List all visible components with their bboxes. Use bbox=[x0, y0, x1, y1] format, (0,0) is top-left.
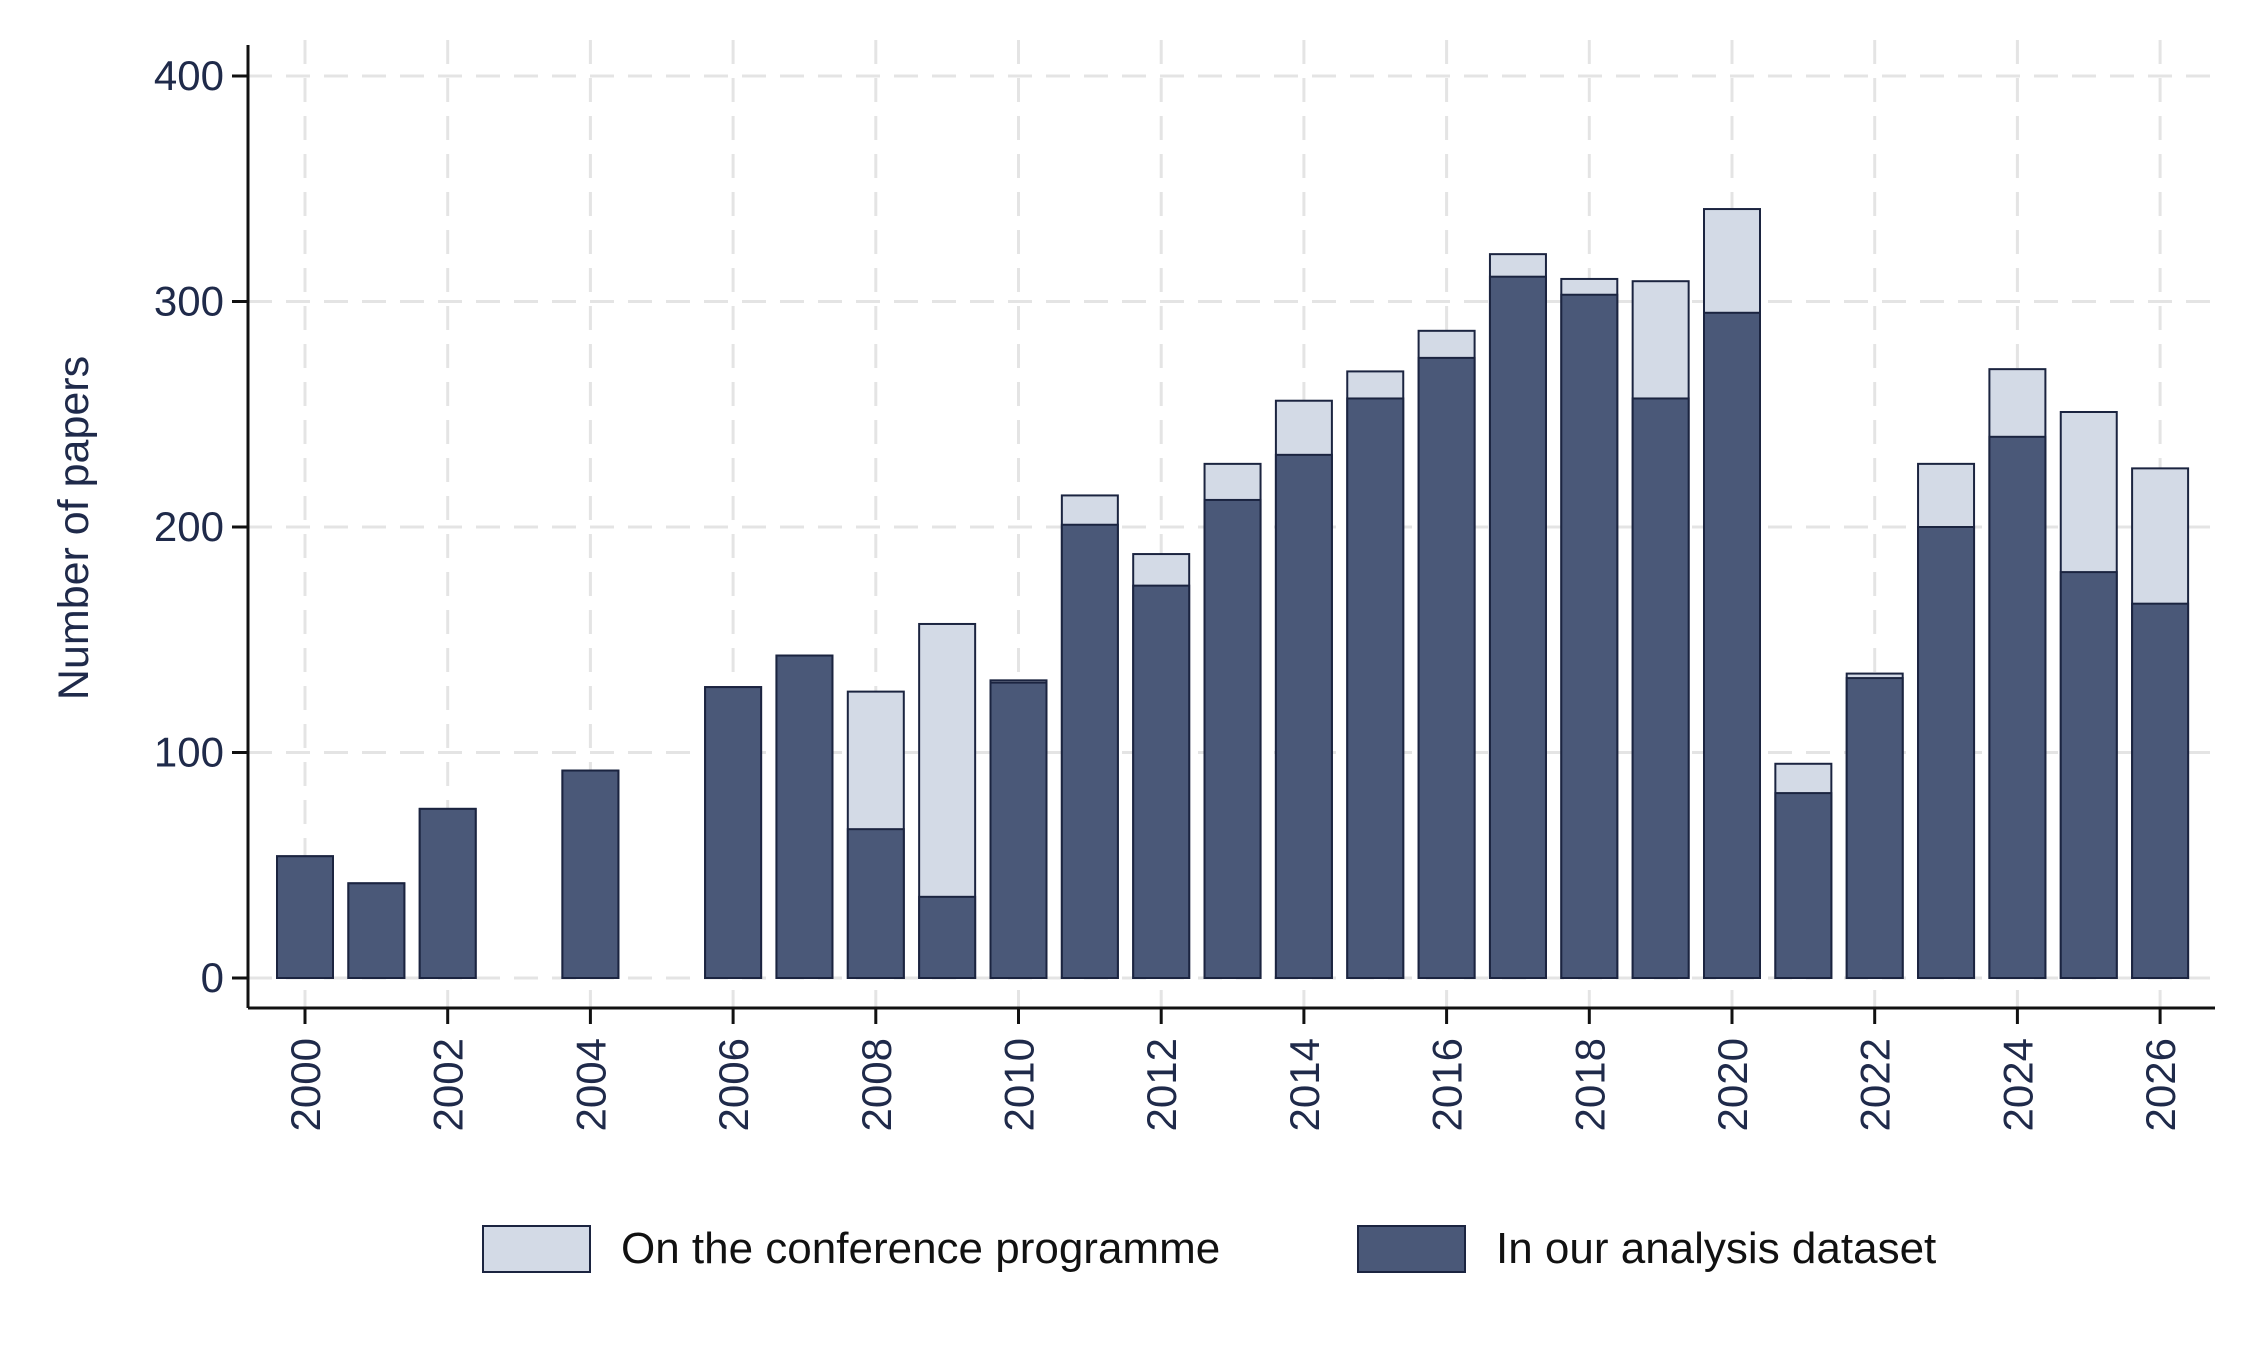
legend: On the conference programme In our analys… bbox=[482, 1224, 1936, 1273]
dataset-bar bbox=[989, 681, 1048, 979]
y-tick-label: 400 bbox=[154, 52, 224, 99]
dataset-bar bbox=[1631, 397, 1690, 979]
x-tick-label: 2014 bbox=[1281, 1038, 1328, 1131]
dataset-bar bbox=[347, 882, 406, 979]
legend-label: In our analysis dataset bbox=[1496, 1224, 1936, 1273]
y-tick-label: 100 bbox=[154, 729, 224, 776]
legend-swatch bbox=[482, 1225, 591, 1273]
x-tick-label: 2004 bbox=[567, 1038, 614, 1131]
y-tick-label: 0 bbox=[201, 954, 224, 1001]
x-tick-label: 2010 bbox=[996, 1038, 1043, 1131]
x-axis-ticks: 2000 2002 2004 2006 2008 2010 2012 2014 2016 2018… bbox=[282, 1008, 2184, 1131]
x-tick-label: 2002 bbox=[425, 1038, 472, 1131]
x-tick-label: 2006 bbox=[710, 1038, 757, 1131]
legend-label: On the conference programme bbox=[621, 1224, 1220, 1273]
dataset-bar bbox=[1346, 397, 1405, 979]
dataset-bar bbox=[1845, 677, 1904, 980]
legend-item-programme: On the conference programme bbox=[482, 1224, 1220, 1273]
y-tick-label: 300 bbox=[154, 278, 224, 325]
dataset-bar bbox=[918, 895, 977, 980]
legend-item-dataset: In our analysis dataset bbox=[1357, 1224, 1936, 1273]
x-tick-label: 2024 bbox=[1994, 1038, 2041, 1131]
dataset-bar bbox=[1203, 498, 1262, 979]
dataset-bar bbox=[418, 807, 477, 979]
x-tick-label: 2020 bbox=[1709, 1038, 1756, 1131]
dataset-bar bbox=[1560, 293, 1619, 979]
x-tick-label: 2016 bbox=[1424, 1038, 1471, 1131]
y-axis-ticks: 0 100 200 300 400 bbox=[154, 52, 248, 1001]
dataset-bar bbox=[775, 654, 834, 979]
dataset-bar bbox=[704, 686, 763, 979]
x-tick-label: 2018 bbox=[1566, 1038, 1613, 1131]
dataset-bar bbox=[846, 828, 905, 979]
dataset-bar bbox=[1703, 311, 1761, 979]
dataset-bar bbox=[1988, 435, 2047, 979]
dataset-bar bbox=[561, 769, 620, 979]
x-tick-label: 2000 bbox=[282, 1038, 329, 1131]
dataset-bar bbox=[1488, 275, 1547, 979]
dataset-bar bbox=[2059, 571, 2118, 979]
x-tick-label: 2012 bbox=[1138, 1038, 1185, 1131]
x-tick-label: 2022 bbox=[1852, 1038, 1899, 1131]
dataset-bar bbox=[1417, 356, 1476, 979]
dataset-bar bbox=[1132, 584, 1191, 979]
dataset-bar bbox=[1060, 523, 1119, 979]
x-tick-label: 2026 bbox=[2137, 1038, 2184, 1131]
x-tick-label: 2008 bbox=[853, 1038, 900, 1131]
dataset-bar bbox=[2131, 602, 2190, 979]
dataset-bar bbox=[1774, 792, 1833, 980]
legend-swatch bbox=[1357, 1225, 1466, 1273]
dataset-bar bbox=[1917, 526, 1976, 979]
bars bbox=[276, 208, 2190, 980]
y-tick-label: 200 bbox=[154, 503, 224, 550]
dataset-bar bbox=[276, 855, 334, 979]
y-axis-label: Number of papers bbox=[50, 356, 98, 700]
dataset-bar bbox=[1274, 453, 1333, 979]
